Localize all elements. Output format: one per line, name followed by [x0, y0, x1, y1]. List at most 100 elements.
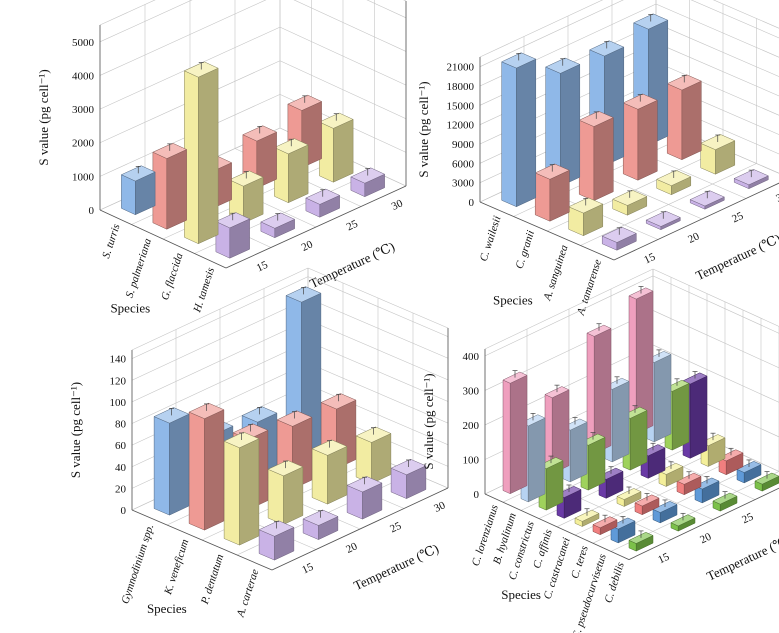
bar-side: [198, 67, 219, 245]
bar-top: [754, 472, 779, 485]
species-label: C. debilis: [602, 561, 626, 605]
bar-side: [327, 446, 348, 505]
species-label: Gymnodinium spp.: [119, 523, 156, 606]
bar-face: [502, 379, 511, 495]
y-tick-label: 18000: [447, 81, 475, 93]
temperature-tick-label: 25: [740, 511, 755, 527]
y-tick-label: 0: [89, 205, 95, 217]
axis-line: [484, 493, 630, 560]
bar: [712, 491, 738, 512]
bar: [350, 167, 386, 198]
bar-face: [622, 102, 639, 181]
temperature-axis-label: Temperature (℃): [351, 541, 441, 593]
species-label: S. palmeriana: [124, 237, 155, 300]
y-tick-label: 1000: [72, 171, 95, 183]
temperature-tick-label: 20: [698, 531, 713, 547]
y-tick-label: 100: [110, 397, 127, 409]
bar-side: [545, 460, 564, 511]
y-tick-label: 400: [463, 351, 480, 363]
bars: [502, 286, 779, 552]
bar-side: [587, 436, 606, 491]
bar-top: [689, 190, 725, 207]
y-tick-label: 0: [474, 489, 480, 501]
bar-side: [527, 417, 546, 503]
bar: [228, 170, 264, 224]
bar-side: [653, 354, 672, 443]
bar-top: [355, 426, 392, 443]
bar: [586, 323, 612, 455]
y-tick-label: 200: [463, 420, 480, 432]
y-tick-label: 21000: [447, 62, 475, 74]
axis-line: [225, 185, 407, 269]
bar: [733, 169, 769, 190]
panel-d: 0 100 200 300 400 S value (pg cell⁻¹) 15 20 25 30…: [421, 268, 779, 633]
y-tick-label: 60: [115, 440, 127, 452]
species-label: A. carterae: [234, 568, 261, 620]
bar: [616, 486, 642, 507]
temperature-tick-label: 25: [388, 520, 403, 536]
species-label: C. affinis: [531, 528, 555, 570]
bars: [120, 61, 386, 259]
bar-top: [152, 142, 188, 159]
y-tick-label: 300: [463, 385, 480, 397]
bar-side: [629, 410, 648, 471]
bar-top: [676, 472, 702, 485]
bar: [544, 384, 570, 475]
bar: [390, 458, 427, 499]
temperature-tick-label: 15: [642, 251, 657, 267]
bar-top: [670, 514, 696, 527]
bar-side: [611, 381, 630, 463]
bar: [545, 57, 581, 187]
bar: [273, 138, 309, 204]
bar-face: [267, 468, 284, 525]
bar: [628, 286, 654, 435]
bar-side: [671, 383, 690, 451]
species-label: P. dentatum: [199, 553, 227, 607]
y-tick-label: 120: [110, 375, 127, 387]
species-label: K. veneficum: [162, 538, 191, 597]
temperature-tick-label: 25: [730, 210, 745, 226]
gridline: [655, 3, 779, 58]
bar-side: [333, 119, 354, 183]
temperature-tick-label: 15: [255, 259, 270, 275]
bar: [601, 226, 637, 251]
y-tick-label: 40: [115, 462, 127, 474]
y-tick-label: 80: [115, 419, 127, 431]
axis-line: [271, 487, 449, 571]
bar: [302, 509, 339, 540]
bar: [305, 188, 341, 218]
bar-side: [169, 413, 190, 516]
bar: [215, 212, 251, 259]
gridline: [99, 0, 156, 26]
bar: [534, 163, 570, 222]
y-tick-label: 140: [110, 354, 127, 366]
bar-top: [652, 501, 678, 513]
temperature-tick-label: 25: [345, 218, 360, 234]
bar: [183, 61, 219, 245]
y-tick-label: 100: [463, 454, 480, 466]
bar: [502, 370, 528, 495]
bar-top: [574, 509, 600, 522]
bar-top: [601, 226, 637, 243]
y-axis-label: S value (pg cell⁻¹): [36, 69, 51, 165]
bar-top: [736, 461, 762, 473]
bar-top: [578, 110, 614, 127]
y-tick-label: 9000: [452, 139, 475, 151]
bar-side: [569, 421, 588, 483]
bar-face: [188, 411, 205, 531]
bar-side: [637, 99, 658, 181]
temperature-tick-label: 30: [432, 499, 447, 515]
bar-side: [283, 466, 304, 525]
y-tick-label: 3000: [452, 178, 475, 190]
y-axis-label: S value (pg cell⁻¹): [416, 81, 431, 177]
y-tick-label: 20: [115, 483, 127, 495]
species-label: C. wailesii: [478, 214, 504, 262]
bar-top: [258, 520, 295, 537]
bar: [612, 189, 648, 216]
bar-face: [311, 448, 328, 505]
species-label: A. tamarense: [575, 258, 605, 318]
temperature-axis-label: Temperature (℃): [693, 231, 779, 283]
bar: [628, 530, 654, 552]
panel-a: 0 1000 2000 3000 4000 5000 S value (pg cell⁻¹)…: [36, 0, 407, 316]
